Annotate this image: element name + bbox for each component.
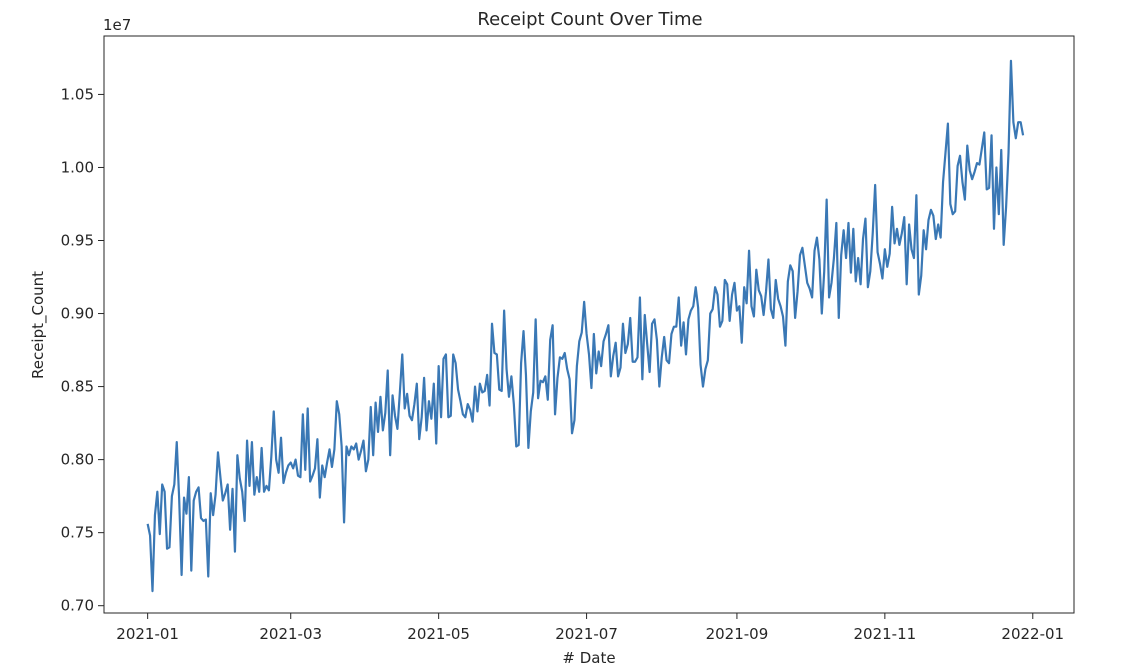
y-tick-label: 0.80	[61, 451, 94, 469]
x-tick-label: 2021-05	[407, 625, 470, 643]
y-tick-label: 0.85	[61, 378, 94, 396]
x-tick-label: 2021-01	[116, 625, 179, 643]
x-tick-label: 2021-09	[706, 625, 769, 643]
y-tick-label: 0.90	[61, 305, 94, 323]
plot-area	[103, 35, 1075, 614]
y-tick-label: 1.05	[61, 85, 94, 103]
series-line-receipt-count	[146, 59, 1025, 593]
chart-title: Receipt Count Over Time	[477, 9, 702, 30]
y-tick-label: 0.75	[61, 524, 94, 542]
y-offset-label: 1e7	[103, 16, 131, 34]
x-axis: 2021-01 2021-03 2021-05 2021-07 2021-09 2021-…	[116, 613, 1064, 643]
x-tick-label: 2021-03	[259, 625, 322, 643]
y-axis: 0.70 0.75 0.80 0.85 0.90 0.95 1.00 1.05	[61, 85, 104, 615]
x-tick-label: 2021-07	[555, 625, 618, 643]
y-axis-label: Receipt_Count	[29, 271, 48, 379]
y-tick-label: 1.00	[61, 158, 94, 176]
x-axis-label: # Date	[562, 649, 615, 667]
x-tick-label: 2022-01	[1001, 625, 1064, 643]
y-tick-label: 0.95	[61, 232, 94, 250]
x-tick-label: 2021-11	[854, 625, 917, 643]
series-layer	[146, 59, 1025, 593]
y-tick-label: 0.70	[61, 597, 94, 615]
plot-frame	[103, 35, 1075, 614]
